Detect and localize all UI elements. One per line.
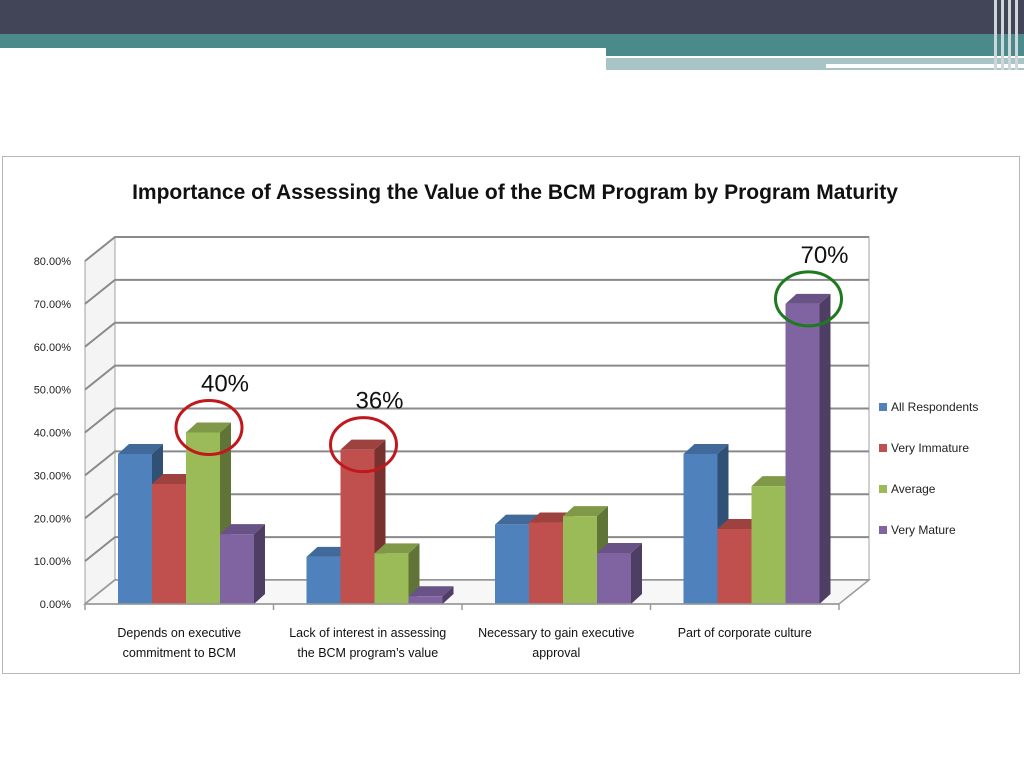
bar-top: [408, 586, 454, 597]
bar: [118, 453, 152, 604]
annotation-circle: [174, 399, 244, 456]
legend-label: Average: [891, 482, 936, 496]
legend-label: Very Mature: [891, 523, 956, 537]
gridline: [84, 278, 869, 305]
gridline: [84, 321, 869, 348]
bar-top: [220, 524, 265, 535]
x-category-label-line: Lack of interest in assessing: [289, 626, 446, 640]
bar: [374, 553, 409, 604]
legend-label: Very Immature: [891, 441, 969, 455]
gridline: [84, 450, 869, 477]
gridline: [84, 407, 869, 434]
x-category-label-line: approval: [532, 646, 580, 660]
bar-top: [597, 542, 642, 553]
bar-top: [563, 506, 608, 517]
bar-top: [495, 514, 540, 525]
x-category-label-line: the BCM program’s value: [297, 646, 438, 660]
bar-top: [306, 546, 352, 557]
header-vertical-line-3: [1008, 0, 1011, 70]
bar: [340, 449, 375, 604]
legend-swatch: [879, 444, 887, 452]
bar-side: [819, 293, 831, 604]
bar-top: [683, 443, 729, 454]
bar-top: [186, 422, 231, 433]
bar-chart: Importance of Assessing the Value of the…: [34, 181, 979, 660]
x-category-label: Lack of interest in assessing the BCM pro…: [289, 626, 446, 660]
header-teal-extension: [606, 48, 1024, 56]
x-category-label: Depends on executive commitment to BCM: [117, 626, 241, 660]
y-tick-label: 80.00%: [34, 256, 72, 268]
header-white-stripe: [826, 64, 1024, 68]
bar-side: [631, 542, 642, 604]
gridline: [84, 493, 869, 520]
bar: [408, 596, 443, 604]
gridline: [84, 364, 869, 391]
chart-title: Importance of Assessing the Value of the…: [132, 181, 898, 204]
bar-top: [751, 476, 797, 487]
header-vertical-line-2: [1001, 0, 1004, 70]
bar: [717, 528, 752, 604]
annotation-label: 70%: [800, 242, 848, 269]
y-tick-label: 60.00%: [34, 342, 72, 354]
legend-swatch: [879, 526, 887, 534]
x-category-label: Part of corporate culture: [678, 626, 812, 640]
annotation-label: 40%: [201, 371, 249, 398]
x-category-label: Necessary to gain executive approval: [478, 626, 634, 660]
chart-frame: Importance of Assessing the Value of the…: [2, 156, 1020, 674]
y-tick-label: 20.00%: [34, 513, 72, 525]
x-category-label-line: Depends on executive: [117, 626, 241, 640]
bar-side: [254, 524, 265, 604]
bar-side: [442, 586, 454, 604]
bar: [220, 534, 254, 604]
gridline: [84, 536, 869, 562]
y-tick-label: 70.00%: [34, 299, 72, 311]
x-category-label-line: Part of corporate culture: [678, 626, 812, 640]
y-tick-label: 10.00%: [34, 556, 72, 568]
header-vertical-line-1: [994, 0, 997, 70]
bar: [751, 486, 786, 604]
y-tick-label: 40.00%: [34, 428, 72, 440]
bar-top: [529, 512, 574, 523]
bar: [495, 524, 529, 604]
bar: [529, 522, 563, 604]
bar: [306, 556, 341, 604]
bar-top: [340, 439, 386, 450]
bar-top: [374, 543, 420, 554]
gridline: [84, 236, 869, 262]
header-teal-bar: [0, 34, 1024, 48]
bar-top: [152, 473, 197, 484]
x-category-label-line: commitment to BCM: [123, 646, 236, 660]
bar-top: [717, 518, 763, 529]
slide-header-banner: [0, 0, 1024, 70]
bar: [563, 516, 597, 604]
bar-top: [785, 293, 831, 304]
bar: [683, 453, 718, 604]
bar: [785, 303, 820, 604]
annotation-circle: [774, 270, 843, 328]
y-tick-label: 50.00%: [34, 385, 72, 397]
legend-label: All Respondents: [891, 400, 978, 414]
header-dark-bar: [0, 0, 1024, 34]
y-tick-label: 0.00%: [40, 599, 71, 611]
bar: [152, 483, 186, 604]
x-category-label-line: Necessary to gain executive: [478, 626, 634, 640]
legend-swatch: [879, 485, 887, 493]
bar-top: [118, 443, 163, 454]
bar: [597, 552, 631, 604]
legend-swatch: [879, 403, 887, 411]
header-vertical-line-4: [1015, 0, 1018, 70]
y-tick-label: 30.00%: [34, 470, 72, 482]
annotation-label: 36%: [355, 388, 403, 415]
annotation-circle: [329, 416, 398, 474]
bar: [186, 432, 220, 604]
